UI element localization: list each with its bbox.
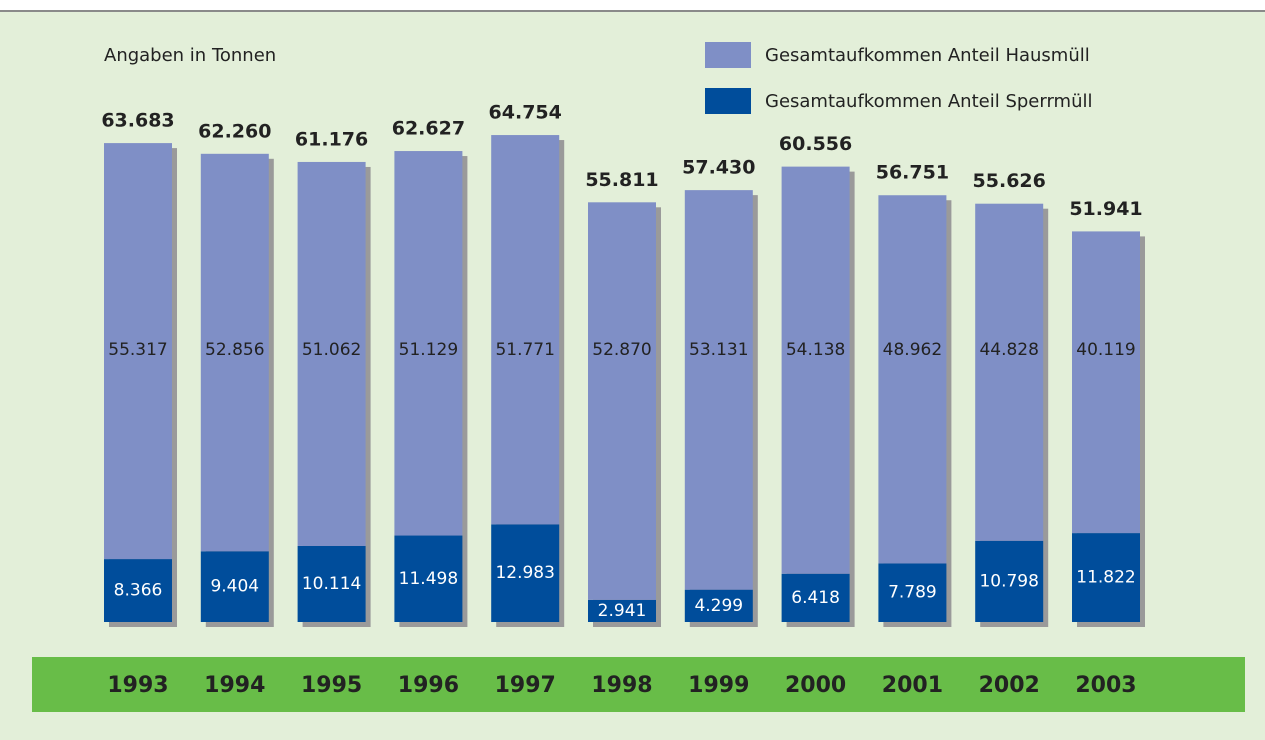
segment-label: 6.418 [791, 588, 840, 608]
total-label: 63.683 [101, 110, 174, 132]
bar-segment [684, 190, 753, 590]
bar-segment [104, 559, 172, 622]
x-tick-label: 2002 [979, 673, 1040, 698]
bar-segment [491, 524, 560, 622]
segment-label: 11.822 [1076, 568, 1135, 588]
bar-segment [975, 203, 1044, 541]
bar-segment [1072, 533, 1140, 622]
top-rule [0, 10, 1265, 12]
legend-swatch [705, 88, 751, 114]
bar-segment [297, 161, 366, 546]
bar-segment [878, 563, 947, 622]
total-label: 62.260 [198, 120, 271, 142]
segment-label: 51.129 [399, 340, 458, 360]
segment-label: 51.771 [495, 340, 554, 360]
bar-segment [878, 195, 947, 564]
segment-label: 48.962 [883, 340, 942, 360]
segment-label: 12.983 [495, 563, 554, 583]
bar-segment [588, 202, 656, 600]
bar-segment [200, 551, 269, 622]
total-label: 62.627 [392, 118, 465, 140]
bar-segment [588, 599, 656, 622]
total-label: 55.811 [585, 169, 658, 191]
bar-segment [781, 573, 850, 622]
total-label: 56.751 [876, 162, 949, 184]
segment-label: 8.366 [114, 581, 163, 601]
legend-label: Gesamtaufkommen Anteil Sperrmüll [765, 91, 1092, 112]
segment-label: 10.114 [302, 574, 361, 594]
x-tick-label: 1996 [398, 673, 459, 698]
segment-label: 52.870 [592, 340, 651, 360]
total-label: 51.941 [1069, 198, 1142, 220]
bar-segment [104, 143, 172, 560]
bar-segment [781, 166, 850, 574]
x-tick-label: 2001 [882, 673, 943, 698]
segment-label: 4.299 [694, 596, 743, 616]
segment-label: 40.119 [1076, 340, 1135, 360]
segment-label: 2.941 [598, 601, 647, 621]
total-label: 60.556 [779, 133, 852, 155]
legend-label: Gesamtaufkommen Anteil Hausmüll [765, 45, 1090, 66]
x-tick-label: 1999 [688, 673, 749, 698]
segment-label: 51.062 [302, 340, 361, 360]
year-band [32, 657, 1245, 712]
bar-segment [1072, 231, 1140, 534]
total-label: 64.754 [489, 102, 562, 124]
segment-label: 9.404 [210, 577, 259, 597]
segment-label: 52.856 [205, 340, 264, 360]
bar-segment [975, 540, 1044, 622]
legend-swatch [705, 42, 751, 68]
total-label: 55.626 [973, 170, 1046, 192]
x-tick-label: 1993 [107, 673, 168, 698]
segment-label: 44.828 [979, 340, 1038, 360]
segment-label: 55.317 [108, 340, 167, 360]
bar-segment [491, 135, 560, 525]
bar-segment [200, 153, 269, 552]
segment-label: 11.498 [399, 569, 458, 589]
x-tick-label: 1998 [591, 673, 652, 698]
x-tick-label: 1997 [495, 673, 556, 698]
x-tick-label: 1994 [204, 673, 265, 698]
segment-label: 53.131 [689, 340, 748, 360]
total-label: 61.176 [295, 128, 368, 150]
bar-segment [394, 535, 463, 622]
bar-segment [394, 151, 463, 536]
subtitle: Angaben in Tonnen [104, 45, 276, 66]
x-tick-label: 1995 [301, 673, 362, 698]
bar-segment [297, 545, 366, 622]
bar-segment [684, 589, 753, 622]
segment-label: 7.789 [888, 583, 937, 603]
x-tick-label: 2000 [785, 673, 846, 698]
segment-label: 10.798 [979, 571, 1038, 591]
x-tick-label: 2003 [1075, 673, 1136, 698]
segment-label: 54.138 [786, 340, 845, 360]
total-label: 57.430 [682, 157, 755, 179]
